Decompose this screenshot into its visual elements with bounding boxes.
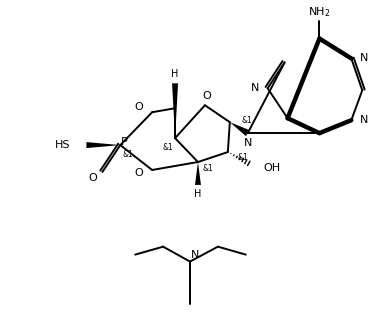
Text: O: O: [88, 173, 97, 183]
Text: P: P: [121, 137, 128, 147]
Text: N: N: [360, 53, 369, 63]
Text: HS: HS: [55, 140, 70, 150]
Text: &1: &1: [203, 164, 214, 173]
Text: O: O: [135, 168, 143, 178]
Polygon shape: [195, 162, 201, 185]
Polygon shape: [230, 122, 249, 136]
Text: H: H: [171, 69, 179, 79]
Text: N: N: [244, 138, 252, 148]
Text: H: H: [194, 189, 202, 199]
Polygon shape: [172, 83, 178, 138]
Text: O: O: [202, 91, 211, 101]
Text: O: O: [135, 102, 143, 112]
Text: N: N: [191, 250, 199, 260]
Text: &1: &1: [238, 153, 249, 162]
Text: &1: &1: [162, 142, 173, 152]
Text: &1: &1: [122, 150, 133, 159]
Text: OH: OH: [264, 163, 281, 173]
Text: &1: &1: [242, 116, 252, 125]
Text: N: N: [251, 83, 260, 93]
Text: NH$_2$: NH$_2$: [308, 5, 331, 18]
Text: N: N: [360, 115, 369, 125]
Polygon shape: [86, 142, 120, 148]
